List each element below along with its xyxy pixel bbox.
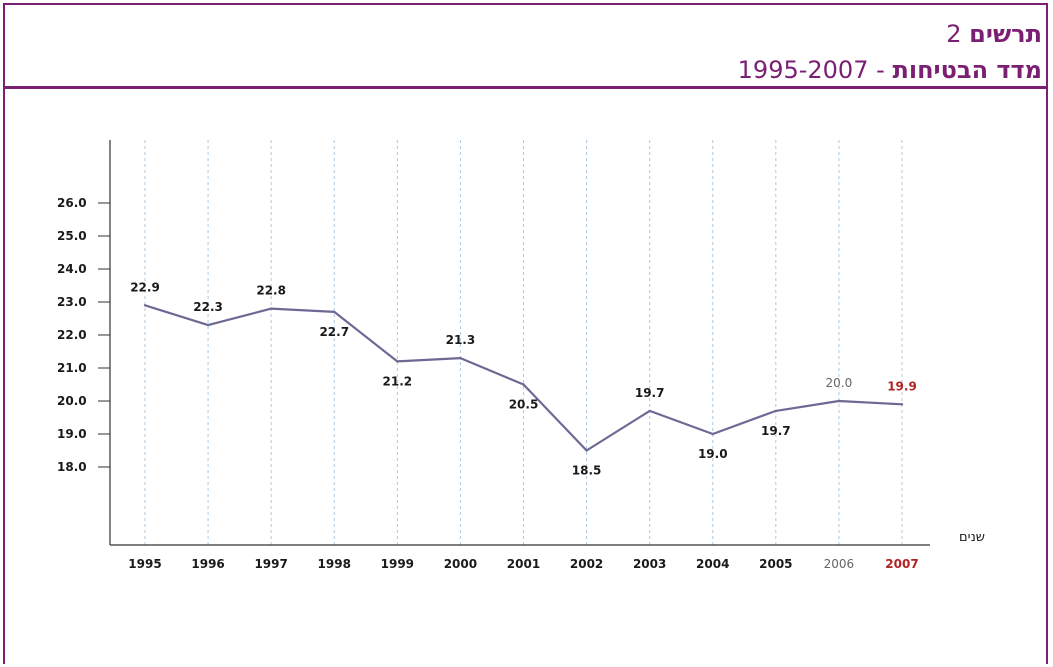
y-tick-label: 24.0: [57, 262, 87, 276]
y-tick-label: 21.0: [57, 361, 87, 375]
y-tick-label: 19.0: [57, 427, 87, 441]
data-label: 20.5: [509, 398, 539, 412]
data-label: 19.0: [698, 447, 728, 461]
x-tick-label: 2005: [759, 557, 792, 571]
data-point: [333, 310, 336, 314]
y-tick-label: 20.0: [57, 394, 87, 408]
x-tick-label: 2001: [507, 557, 540, 571]
x-tick-label: 2003: [633, 557, 666, 571]
data-point: [648, 409, 651, 413]
figure-header: תרשים 2 מדד הבטיחות - 1995-2007: [5, 5, 1048, 89]
title-separator: -: [876, 56, 885, 84]
data-point: [459, 356, 462, 360]
data-label: 21.3: [446, 333, 476, 347]
data-point: [522, 383, 525, 386]
y-tick-label: 26.0: [57, 196, 87, 210]
data-label: 22.3: [193, 300, 223, 314]
data-point: [837, 399, 841, 403]
data-label: 22.7: [319, 325, 349, 339]
figure-number: 2: [946, 20, 962, 48]
x-tick-label: 2007: [885, 557, 918, 571]
data-point: [206, 323, 210, 327]
x-tick-label: 2000: [444, 557, 477, 571]
x-tick-label: 2006: [824, 557, 855, 571]
data-label: 19.9: [887, 379, 917, 393]
figure-frame: [3, 3, 1048, 664]
title-year-range: 1995-2007: [737, 56, 869, 84]
data-point: [396, 360, 399, 363]
x-axis-label: שנים: [959, 530, 985, 545]
y-tick-label: 18.0: [57, 460, 87, 474]
chart-title: מדד הבטיחות: [892, 56, 1042, 84]
data-point: [143, 304, 147, 307]
data-point: [711, 432, 714, 436]
data-label: 18.5: [572, 464, 602, 478]
x-tick-label: 1998: [318, 557, 351, 571]
x-tick-label: 2004: [696, 557, 729, 571]
data-point: [774, 409, 778, 413]
data-label: 21.2: [383, 374, 413, 388]
data-label: 19.7: [761, 424, 791, 438]
x-tick-label: 1995: [128, 557, 161, 571]
y-tick-label: 23.0: [57, 295, 87, 309]
data-label: 20.0: [826, 376, 853, 390]
data-point: [900, 403, 904, 406]
figure-title: מדד הבטיחות - 1995-2007: [738, 55, 1042, 85]
data-label: 19.7: [635, 386, 665, 400]
x-tick-label: 1997: [254, 557, 287, 571]
y-tick-label: 22.0: [57, 328, 87, 342]
figure-word: תרשים: [969, 20, 1042, 48]
data-label: 22.8: [256, 284, 286, 298]
figure-caption: תרשים 2: [946, 19, 1042, 49]
x-tick-label: 1996: [191, 557, 224, 571]
data-point: [269, 307, 273, 310]
x-tick-label: 1999: [381, 557, 414, 571]
data-point: [585, 449, 588, 452]
data-label: 22.9: [130, 280, 160, 294]
x-tick-label: 2002: [570, 557, 603, 571]
y-tick-label: 25.0: [57, 229, 87, 243]
